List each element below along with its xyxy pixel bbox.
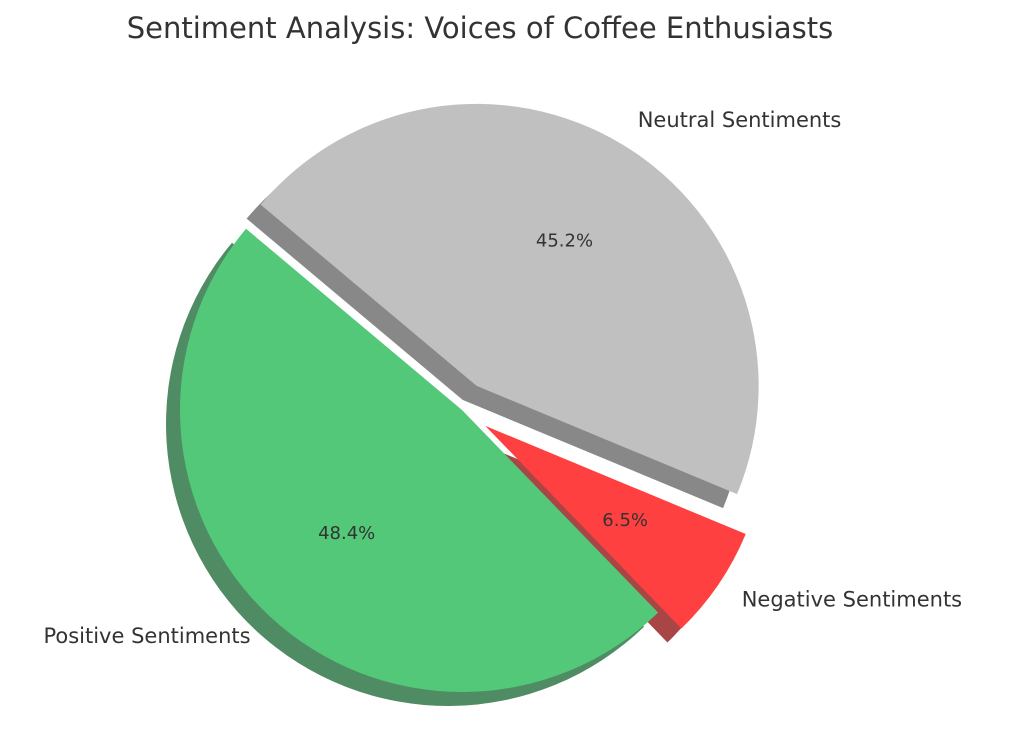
slice-negative-sentiments xyxy=(485,425,746,629)
slice-label-negative-sentiments: Negative Sentiments xyxy=(742,587,962,611)
slice-label-positive-sentiments: Positive Sentiments xyxy=(43,624,250,648)
slice-neutral-sentiments xyxy=(260,103,759,495)
slice-positive-sentiments xyxy=(180,228,659,692)
slice-percent-negative-sentiments: 6.5% xyxy=(602,510,648,531)
slice-label-neutral-sentiments: Neutral Sentiments xyxy=(638,108,842,132)
pie-slices xyxy=(180,103,759,692)
chart-title: Sentiment Analysis: Voices of Coffee Ent… xyxy=(127,11,834,45)
slice-percent-positive-sentiments: 48.4% xyxy=(318,523,375,544)
slice-labels: Positive Sentiments 48.4% Negative Sentime… xyxy=(43,108,962,648)
slice-percent-neutral-sentiments: 45.2% xyxy=(536,230,593,251)
